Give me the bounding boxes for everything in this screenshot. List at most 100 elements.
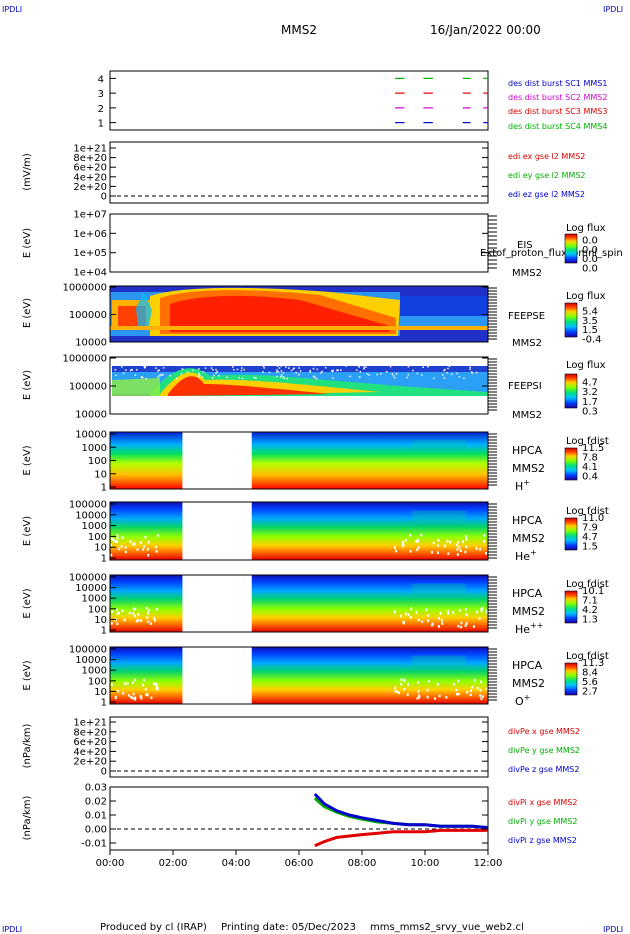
edi-ytick-label: 4e+20 bbox=[73, 172, 107, 183]
eis-ytick-label: 1e+07 bbox=[73, 210, 107, 221]
hpca-he-ylabel: E (eV) bbox=[22, 516, 33, 546]
legend-divpi-z: divPi z gse MMS2 bbox=[508, 836, 577, 845]
hpca-o-species-label: O+ bbox=[515, 693, 530, 708]
feepsi-ytick-label: 10000 bbox=[75, 410, 107, 421]
feepse-ytick-label: 100000 bbox=[69, 310, 107, 321]
hpca-o-colorbar-tick: 11.3 bbox=[582, 658, 604, 669]
feepsi-colorbar-tick: 3.2 bbox=[582, 387, 598, 398]
hpca-he-spacecraft-label: MMS2 bbox=[512, 532, 545, 545]
hpca-he-species-charge: + bbox=[530, 548, 537, 557]
hpca-o-colorbar bbox=[564, 662, 578, 696]
eis-colorbar bbox=[564, 233, 578, 264]
feepse-spacecraft-label: MMS2 bbox=[512, 338, 542, 349]
hpca-he-colorbar-tick: 1.5 bbox=[582, 542, 598, 553]
hpca-he-ytick-label: 100 bbox=[88, 532, 107, 543]
burst-ytick-label: 2 bbox=[98, 104, 104, 115]
hpca-he-instrument-label: HPCA bbox=[512, 514, 543, 527]
hpca-o-species-charge: + bbox=[524, 693, 531, 702]
hpca-hepp-spacecraft-label: MMS2 bbox=[512, 605, 545, 618]
eis-colorbar-tick: 0.0 bbox=[582, 245, 598, 256]
hpca-h-ytick-label: 10000 bbox=[75, 430, 107, 441]
feepsi-colorbar-tick: 0.3 bbox=[582, 407, 598, 418]
hpca-h-spectrogram-right bbox=[251, 432, 488, 489]
spacecraft-title: MMS2 bbox=[281, 23, 317, 37]
edi-ytick-label: 2e+20 bbox=[73, 182, 107, 193]
hpca-h-colorbar-tick: 4.1 bbox=[582, 462, 598, 473]
feepsi-ytick-label: 1000000 bbox=[62, 354, 107, 365]
divpe-ytick-label: 8e+20 bbox=[73, 727, 107, 738]
hpca-hepp-ylabel: E (eV) bbox=[22, 588, 33, 618]
hpca-h-spacecraft-label: MMS2 bbox=[512, 462, 545, 475]
edi-ytick-label: 0 bbox=[101, 192, 107, 203]
hpca-h-species-label: H+ bbox=[515, 478, 530, 493]
hpca-he-colorbar-tick: 4.7 bbox=[582, 532, 598, 543]
feepse-colorbar bbox=[564, 302, 578, 338]
legend-divpi-x: divPi x gse MMS2 bbox=[508, 798, 577, 807]
feepse-colorbar-title: Log flux bbox=[566, 291, 606, 302]
hpca-hepp-spectrogram-right bbox=[251, 575, 488, 632]
hpca-hepp-ytick-label: 10 bbox=[94, 615, 107, 626]
feepsi-colorbar bbox=[564, 373, 578, 409]
footer-script-name: mms_mms2_srvy_vue_web2.cl bbox=[370, 922, 524, 933]
hpca-h-ytick-label: 1 bbox=[101, 483, 107, 494]
hpca-h-ytick-label: 1000 bbox=[82, 443, 107, 454]
eis-overlay-text: Extof_proton_flux_omni_spin bbox=[480, 248, 623, 259]
time-tick-label: 12:00 bbox=[474, 858, 503, 869]
time-tick-label: 10:00 bbox=[411, 858, 440, 869]
burst-ytick-label: 3 bbox=[98, 89, 104, 100]
hpca-hepp-species-charge: ++ bbox=[530, 621, 543, 630]
hpca-hepp-ytick-label: 1 bbox=[101, 626, 107, 637]
feepse-instrument-label: FEEPSE bbox=[508, 311, 545, 322]
divpi-series-line bbox=[314, 828, 488, 848]
panel-eis: E (eV) 1e+07 1e+06 1e+05 1e+04 EIS MMS2 Ext… bbox=[22, 210, 623, 280]
feepse-ytick-label: 10000 bbox=[75, 338, 107, 349]
legend-divpe-z: divPe z gse MMS2 bbox=[508, 765, 579, 774]
hpca-o-colorbar-tick: 8.4 bbox=[582, 668, 598, 679]
hpca-he-colorbar-title: Log fdist bbox=[566, 506, 609, 517]
hpca-h-ytick-label: 100 bbox=[88, 456, 107, 467]
feepse-low-band bbox=[110, 326, 488, 330]
hpca-h-colorbar bbox=[564, 447, 578, 481]
time-tick-label: 08:00 bbox=[348, 858, 377, 869]
corner-label-bottom-left: IPDLI bbox=[2, 925, 22, 934]
hpca-o-spectrogram-right bbox=[251, 647, 488, 704]
eis-instrument-label: EIS bbox=[517, 240, 533, 251]
feepsi-ylabel: E (eV) bbox=[22, 370, 33, 400]
hpca-o-ylabel: E (eV) bbox=[22, 660, 33, 690]
hpca-he-colorbar bbox=[564, 517, 578, 551]
legend-edi-ex: edi ex gse l2 MMS2 bbox=[508, 152, 585, 161]
hpca-h-colorbar-tick: 11.5 bbox=[582, 443, 604, 454]
divpe-ytick-label: 4e+20 bbox=[73, 747, 107, 758]
hpca-he-ytick-label: 10000 bbox=[75, 510, 107, 521]
hpca-he-colorbar-tick: 7.9 bbox=[582, 523, 598, 534]
divpi-series-line bbox=[313, 792, 489, 830]
eis-ytick-label: 1e+04 bbox=[73, 268, 107, 279]
divpe-ytick-label: 2e+20 bbox=[73, 757, 107, 768]
hpca-hepp-colorbar bbox=[564, 590, 578, 624]
legend-edi-ey: edi ey gse l2 MMS2 bbox=[508, 171, 586, 180]
hpca-h-colorbar-title: Log fdist bbox=[566, 436, 609, 447]
date-title: 16/Jan/2022 00:00 bbox=[430, 23, 541, 37]
corner-label-bottom-right: IPDLI bbox=[603, 925, 623, 934]
panel-hpca-h: E (eV) 10000 1000 100 10 1 HPCA MMS2 H+ Log fdist… bbox=[22, 430, 609, 494]
hpca-hepp-species-label: He++ bbox=[515, 621, 543, 636]
divpe-ylabel: (nPa/km) bbox=[22, 724, 33, 769]
feepse-colorbar-tick: 5.4 bbox=[582, 307, 598, 318]
legend-divpe-x: divPe x gse MMS2 bbox=[508, 727, 580, 736]
hpca-he-spectrogram-left bbox=[110, 502, 183, 560]
hpca-hepp-colorbar-tick: 1.3 bbox=[582, 615, 598, 626]
hpca-he-ytick-label: 100000 bbox=[69, 500, 107, 511]
burst-ytick-label: 4 bbox=[98, 74, 104, 85]
hpca-hepp-ytick-label: 100000 bbox=[69, 573, 107, 584]
legend-burst-sc2: des dist burst SC2 MMS2 bbox=[508, 93, 607, 102]
hpca-h-species-charge: + bbox=[523, 478, 530, 487]
hpca-hepp-colorbar-tick: 10.1 bbox=[582, 586, 604, 597]
feepsi-spacecraft-label: MMS2 bbox=[512, 410, 542, 421]
time-tick-label: 04:00 bbox=[222, 858, 251, 869]
burst-ytick-label: 1 bbox=[98, 119, 104, 130]
eis-colorbar-tick: 0.0 bbox=[582, 236, 598, 247]
hpca-hepp-colorbar-tick: 7.1 bbox=[582, 596, 598, 607]
